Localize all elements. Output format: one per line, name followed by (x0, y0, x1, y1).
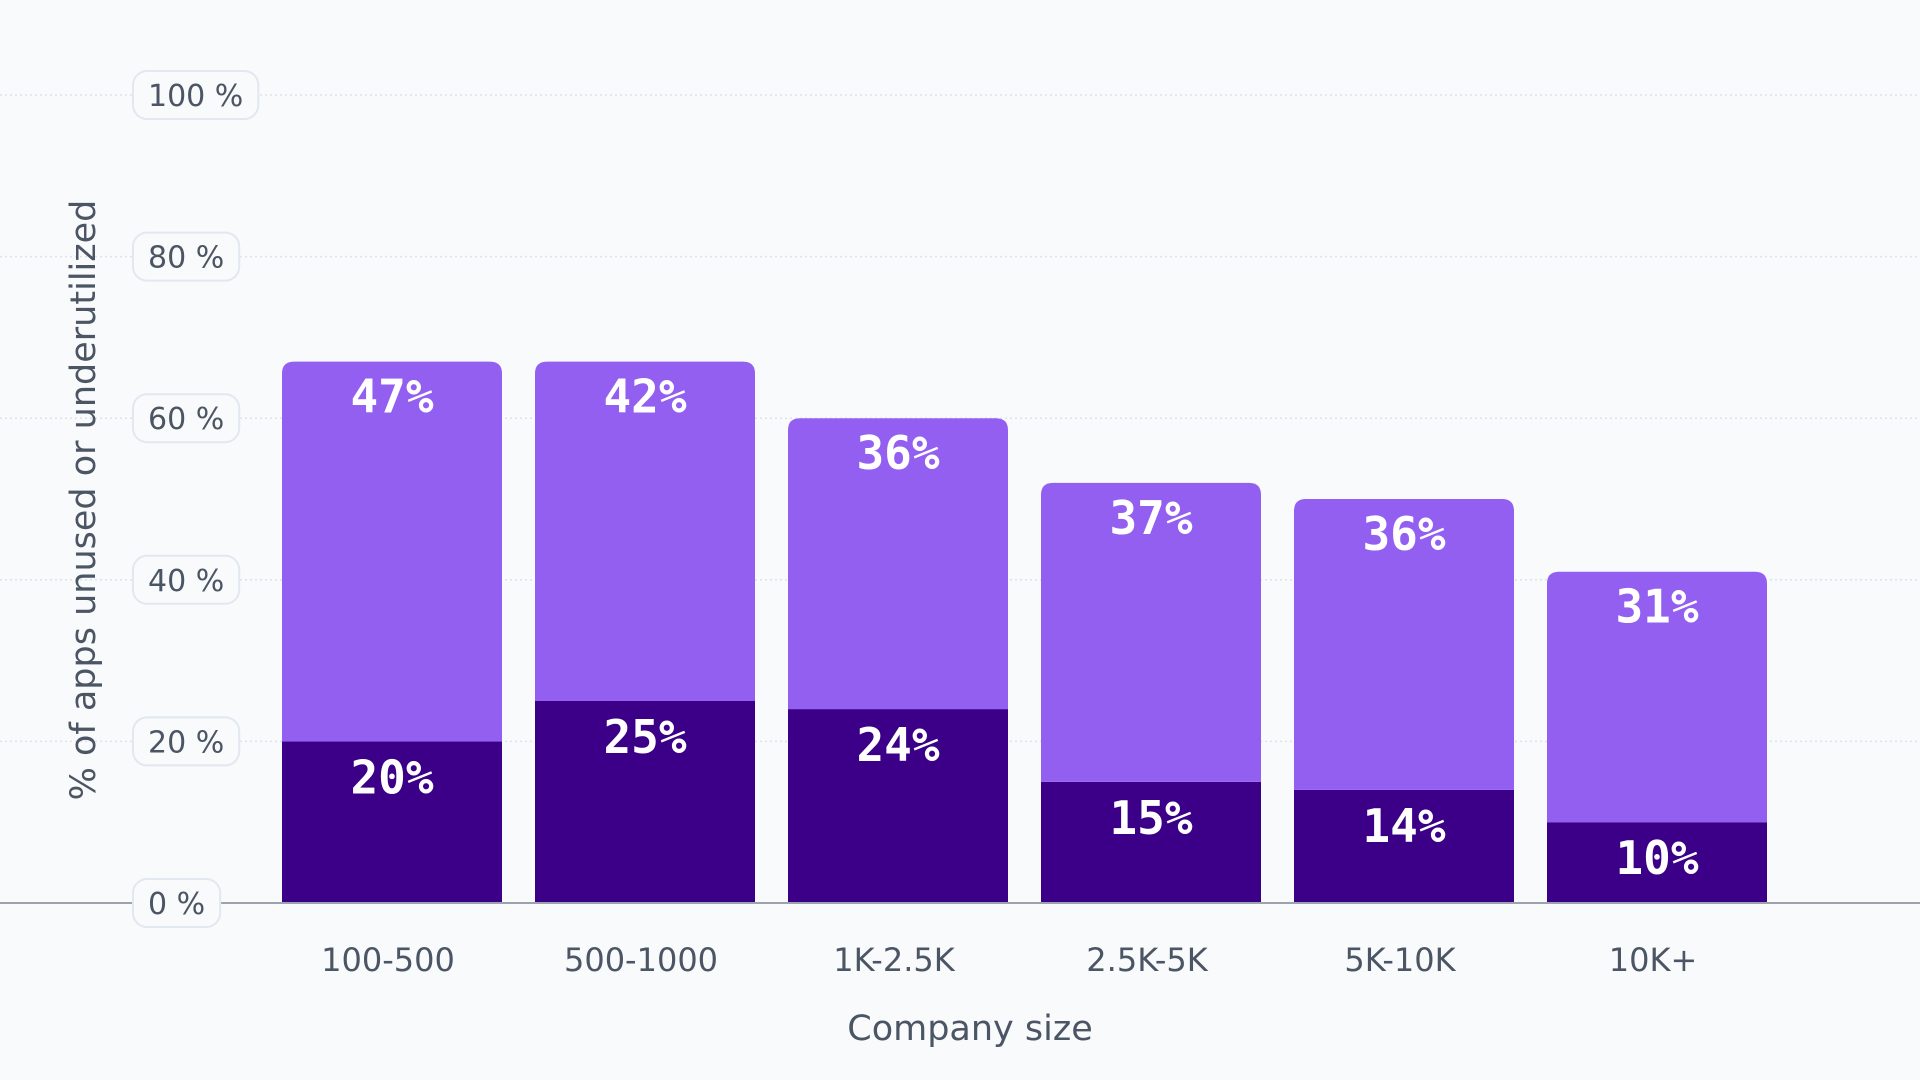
bar-segment (1041, 482, 1261, 782)
x-tick-label: 2.5K-5K (1086, 941, 1208, 979)
y-tick-pill (132, 554, 241, 605)
bar-segment (788, 709, 1008, 903)
data-label: 37% (1109, 491, 1192, 545)
bar-segment (1547, 571, 1767, 823)
x-tick-labels: 100-500 500-1000 1K-2.5K 2.5K-5K 5K-10K 10K+ (321, 941, 1697, 979)
y-axis-title: % of apps unused or underutilized (64, 200, 104, 801)
data-label: 10% (1615, 831, 1698, 885)
y-tick-pill (132, 878, 222, 928)
y-tick: 60 % (132, 393, 241, 444)
bar-segment (535, 361, 755, 701)
data-label: 15% (1109, 791, 1192, 845)
data-label: 47% (350, 370, 433, 424)
data-label: 42% (603, 370, 686, 424)
y-tick-label: 40 % (148, 564, 224, 599)
y-tick-label: 80 % (148, 241, 224, 276)
y-tick-pill (132, 716, 241, 767)
y-tick-pill (132, 231, 241, 282)
y-tick-pill (132, 393, 241, 444)
y-tick: 100 % (132, 70, 260, 120)
data-label: 31% (1615, 580, 1698, 634)
bar-segment (1041, 781, 1261, 903)
bar-segment (535, 701, 755, 903)
y-tick: 40 % (132, 554, 241, 605)
data-label: 25% (603, 710, 686, 764)
y-tick: 20 % (132, 716, 241, 767)
bar-segment (282, 361, 502, 742)
data-label: 24% (856, 718, 939, 772)
y-tick-pill (132, 70, 260, 120)
y-tick-label: 100 % (148, 79, 243, 114)
data-label: 14% (1362, 799, 1445, 853)
bar-segment (1547, 822, 1767, 903)
y-tick: 0 % (132, 878, 222, 928)
data-label: 36% (856, 426, 939, 480)
y-tick-label: 60 % (148, 402, 224, 437)
x-tick-label: 1K-2.5K (833, 941, 955, 979)
x-tick-label: 500-1000 (564, 941, 718, 979)
y-tick-label: 20 % (148, 725, 224, 760)
data-label: 36% (1362, 507, 1445, 561)
bar-segment (282, 741, 502, 903)
x-axis-title: Company size (847, 1009, 1093, 1049)
x-tick-label: 100-500 (321, 941, 455, 979)
bars: 20% 47% 25% 42% 24% 36% 15% 37% 14% 36% 10% 31% (282, 361, 1767, 903)
bar-segment (788, 418, 1008, 710)
bar-segment (1294, 789, 1514, 903)
x-tick-label: 10K+ (1609, 941, 1698, 979)
y-tick: 80 % (132, 231, 241, 282)
data-label: 20% (350, 750, 433, 804)
x-tick-label: 5K-10K (1344, 941, 1456, 979)
y-tick-labels: 0 % 20 % 40 % 60 % 80 % 100 % (132, 70, 260, 928)
bar-segment (1294, 499, 1514, 790)
y-tick-label: 0 % (148, 887, 205, 922)
